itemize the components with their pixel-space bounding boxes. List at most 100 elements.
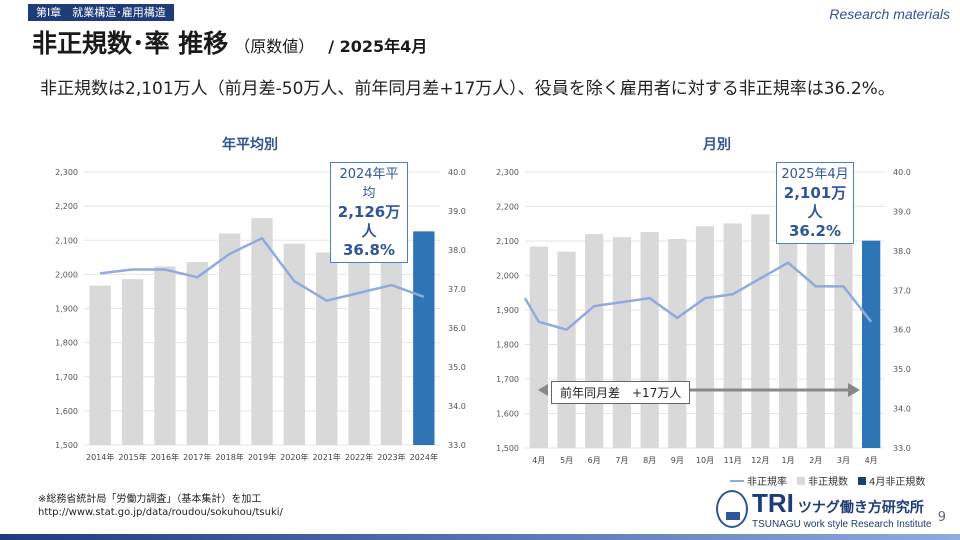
- yoy-arrow-label: 前年同月差 +17万人: [551, 381, 691, 404]
- right-chart-bar: [695, 226, 715, 448]
- title-main: 非正規数･率 推移: [32, 29, 229, 58]
- right-chart-xtick: 10月: [696, 456, 714, 465]
- logo-tri: TRI: [752, 488, 794, 518]
- chart-legend: 非正規率 非正規数 4月非正規数: [730, 473, 925, 488]
- yoy-arrow-left-head: [538, 384, 548, 396]
- right-chart-bar: [585, 234, 604, 448]
- left-chart-ytick-left: 2,000: [55, 270, 78, 279]
- left-callout-rate: 36.8%: [342, 241, 396, 259]
- left-chart-xtick: 2022年: [345, 452, 373, 462]
- right-chart-bar: [668, 238, 687, 448]
- right-chart-ytick-right: 40.0: [893, 168, 911, 177]
- legend-count-label: 非正規数: [808, 477, 848, 488]
- right-chart-ytick-left: 1,700: [496, 375, 519, 384]
- right-chart-ytick-left: 2,200: [496, 203, 519, 212]
- left-chart-bar: [283, 243, 306, 445]
- source-line-1: ※総務省統計局「労働力調査」（基本集計）を加工: [38, 494, 262, 505]
- right-chart-xtick: 7月: [615, 456, 628, 465]
- legend-count: 非正規数: [797, 473, 848, 488]
- right-chart: 1,500 1,600 1,700 1,800 1,900 2,000 2,100 2,200…: [496, 168, 911, 465]
- right-chart-ytick-right: 35.0: [893, 365, 911, 374]
- left-chart-bar: [154, 266, 176, 445]
- right-chart-bar: [557, 251, 576, 448]
- left-chart-ytick-right: 36.0: [448, 324, 466, 333]
- left-chart-callout: 2024年平均 2,126万人 36.8%: [330, 162, 408, 263]
- right-chart-ytick-left: 2,300: [496, 168, 519, 177]
- left-chart-bar: [121, 279, 144, 445]
- right-chart-ytick-right: 36.0: [893, 326, 911, 335]
- left-chart-ytick-right: 37.0: [448, 285, 466, 294]
- left-chart-ytick-left: 1,600: [55, 407, 78, 416]
- right-chart-xtick: 2月: [809, 456, 822, 465]
- right-chart-xtick: 4月: [532, 456, 545, 465]
- left-chart-xtick: 2015年: [118, 452, 146, 462]
- right-chart-ytick-left: 2,000: [496, 272, 519, 281]
- source-url[interactable]: http://www.stat.go.jp/data/roudou/sokuho…: [38, 507, 283, 518]
- right-chart-bar: [806, 222, 825, 448]
- right-chart-xtick: 9月: [671, 456, 684, 465]
- left-chart-bar: [251, 218, 273, 445]
- legend-rate: 非正規率: [730, 473, 787, 488]
- right-chart-rate-line: [523, 261, 873, 331]
- chapter-tag: 第Ⅰ章 就業構造･雇用構造: [28, 4, 174, 21]
- left-chart-ytick-left: 2,100: [55, 236, 78, 245]
- right-chart-ytick-left: 1,800: [496, 341, 519, 350]
- right-chart-ytick-left: 2,100: [496, 237, 519, 246]
- left-chart-xtick: 2024年: [410, 452, 438, 462]
- bottom-bar: [0, 534, 960, 540]
- legend-latest-swatch: [858, 476, 866, 485]
- right-chart-xtick: 3月: [837, 456, 850, 465]
- right-chart-callout: 2025年4月 2,101万人 36.2%: [776, 162, 854, 244]
- right-chart-bar: [529, 246, 548, 448]
- left-chart-bar: [348, 239, 370, 445]
- left-chart-ytick-right: 38.0: [448, 246, 466, 255]
- left-chart-ytick-left: 2,200: [55, 202, 78, 211]
- left-chart-rate-line: [100, 237, 425, 302]
- right-chart-xtick: 1月: [782, 456, 795, 465]
- right-chart-bar: [778, 209, 798, 448]
- research-materials-label: Research materials: [829, 6, 950, 22]
- left-chart-xtick: 2023年: [377, 452, 405, 462]
- legend-latest: 4月非正規数: [858, 473, 925, 488]
- left-chart-ytick-left: 1,500: [55, 441, 78, 450]
- right-chart-ytick-right: 33.0: [893, 444, 911, 453]
- summary-text: 非正規数は2,101万人（前月差-50万人、前年同月差+17万人）、役員を除く雇…: [40, 79, 895, 99]
- left-chart-xtick: 2018年: [215, 452, 243, 462]
- right-chart-bar: [640, 232, 659, 448]
- left-chart-ytick-left: 1,800: [55, 339, 78, 348]
- right-chart-ytick-left: 1,900: [496, 306, 519, 315]
- left-chart-ytick-right: 33.0: [448, 441, 466, 450]
- left-chart: 1,500 1,600 1,700 1,800 1,900 2,000 2,100 2,200…: [55, 168, 466, 462]
- right-chart-xtick: 11月: [724, 456, 742, 465]
- left-chart-bar: [316, 252, 338, 445]
- left-chart-bar: [413, 231, 435, 445]
- left-chart-xtick: 2020年: [280, 452, 308, 462]
- right-chart-xtick: 8月: [643, 456, 656, 465]
- source-note: ※総務省統計局「労働力調査」（基本集計）を加工 http://www.stat.…: [38, 493, 283, 519]
- tri-logo: TRI ツナグ働き方研究所 TSUNAGU work style Researc…: [716, 488, 932, 530]
- right-chart-ytick-right: 38.0: [893, 247, 911, 256]
- right-chart-title: 月別: [703, 137, 731, 153]
- legend-count-swatch: [797, 476, 805, 485]
- left-chart-xtick: 2019年: [248, 452, 276, 462]
- right-chart-xtick: 6月: [588, 456, 601, 465]
- right-chart-bar: [862, 240, 881, 448]
- left-chart-title: 年平均別: [222, 137, 278, 153]
- left-chart-bar: [89, 285, 111, 445]
- left-chart-xtick: 2014年: [86, 452, 114, 462]
- title-date: / 2025年4月: [328, 37, 428, 56]
- left-chart-ytick-left: 1,900: [55, 305, 78, 314]
- right-callout-rate: 36.2%: [788, 222, 842, 240]
- left-chart-ytick-right: 35.0: [448, 363, 466, 372]
- right-callout-count: 2,101万人: [783, 184, 847, 221]
- title-sub: （原数値）: [234, 37, 315, 56]
- legend-rate-label: 非正規率: [747, 477, 787, 488]
- left-chart-ytick-right: 40.0: [448, 168, 466, 177]
- right-chart-bar: [612, 237, 632, 448]
- logo-en: TSUNAGU work style Research Institute: [752, 519, 932, 530]
- right-chart-ytick-right: 37.0: [893, 286, 911, 295]
- legend-latest-label: 4月非正規数: [869, 477, 926, 488]
- left-chart-bar: [218, 233, 241, 445]
- right-chart-bar: [834, 223, 853, 448]
